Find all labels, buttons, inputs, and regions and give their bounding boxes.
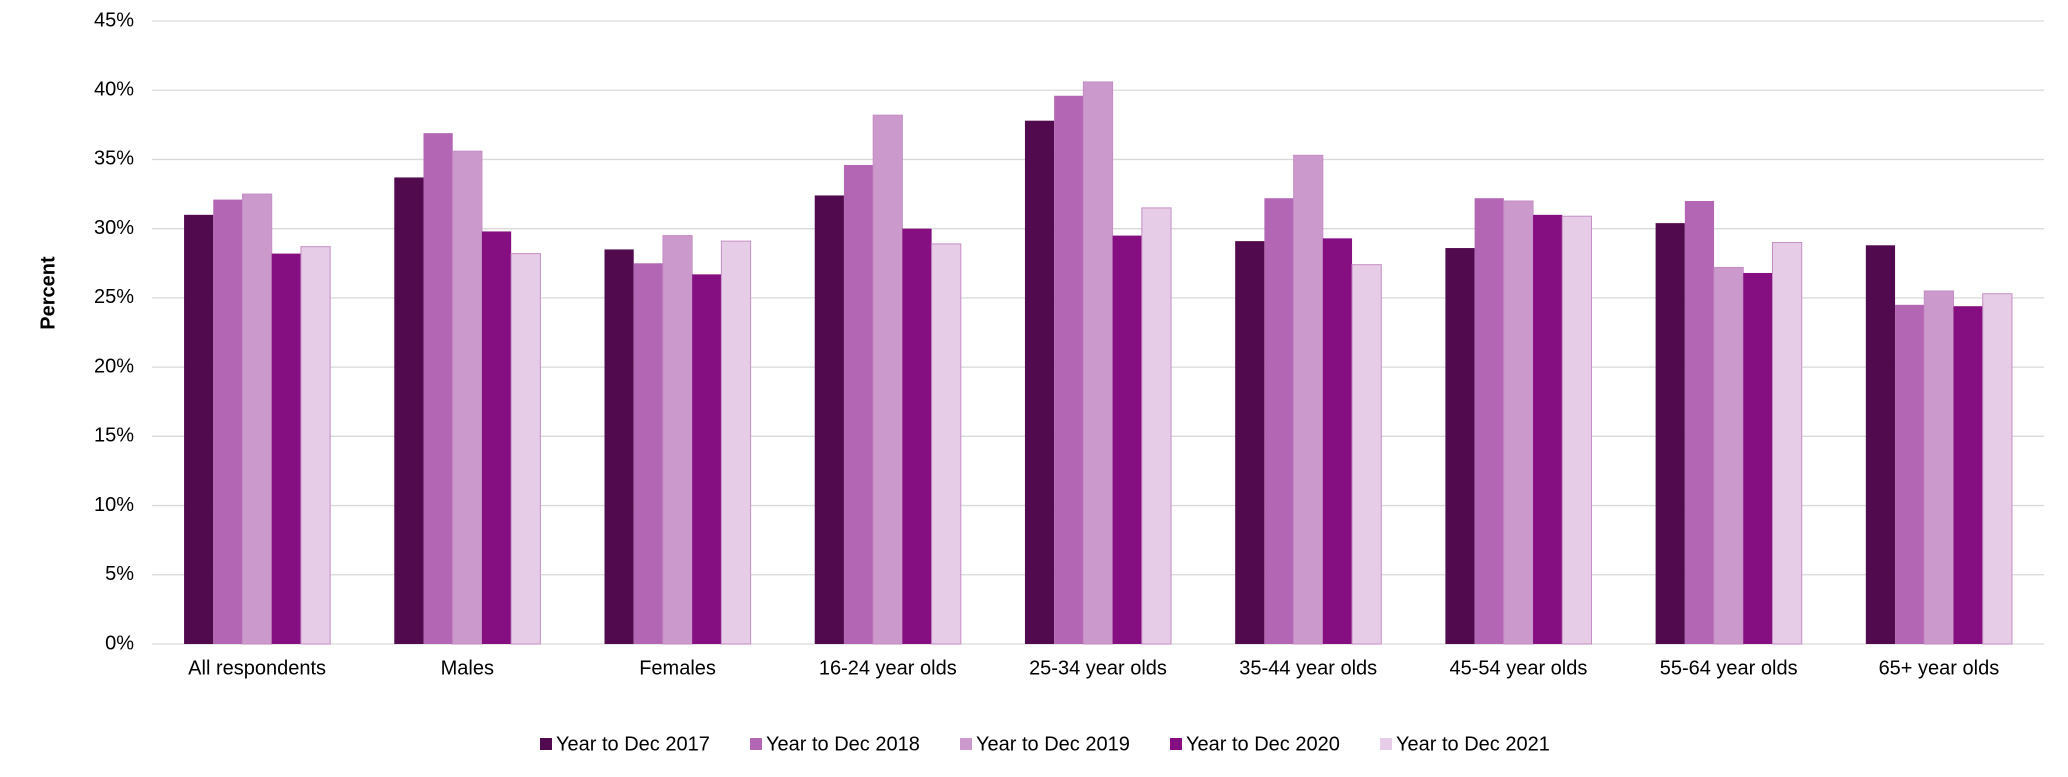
y-tick-label: 20% <box>94 355 134 377</box>
bar <box>1561 215 1592 645</box>
bar <box>1923 290 1954 645</box>
bar <box>1351 264 1382 645</box>
bar <box>692 274 722 644</box>
legend-label: Year to Dec 2019 <box>976 733 1130 755</box>
bar <box>720 240 752 645</box>
legend-label: Year to Dec 2020 <box>1186 733 1340 755</box>
bar <box>1235 241 1265 645</box>
bar <box>1474 198 1504 644</box>
bar <box>394 177 424 645</box>
bar <box>1024 120 1055 645</box>
bar <box>1655 223 1685 644</box>
legend-label: Year to Dec 2018 <box>766 733 920 755</box>
bar <box>1503 200 1534 645</box>
bar <box>662 235 693 645</box>
y-tick-label: 15% <box>94 425 134 447</box>
x-tick-label: Males <box>441 657 494 679</box>
bar <box>1953 306 1983 644</box>
bar <box>604 249 634 644</box>
bar <box>271 253 301 644</box>
x-tick-label: 45-54 year olds <box>1450 657 1588 679</box>
legend-label: Year to Dec 2021 <box>1396 733 1550 755</box>
bar <box>213 199 243 645</box>
y-tick-label: 0% <box>105 632 134 654</box>
y-tick-label: 35% <box>94 148 134 170</box>
bar <box>1895 304 1925 644</box>
bar <box>1141 207 1172 645</box>
bar <box>1264 198 1294 644</box>
legend-swatch <box>960 738 972 750</box>
bar <box>843 164 874 644</box>
bar <box>1982 293 2013 645</box>
y-tick-label: 5% <box>105 563 134 585</box>
bar <box>510 253 541 645</box>
y-tick-label: 25% <box>94 286 134 308</box>
x-tick-label: 65+ year olds <box>1879 657 2000 679</box>
y-tick-label: 45% <box>94 9 134 31</box>
bar <box>423 133 453 644</box>
legend-swatch <box>750 738 762 750</box>
bar <box>1293 154 1324 645</box>
x-tick-label: All respondents <box>188 657 326 679</box>
y-tick-label: 10% <box>94 494 134 516</box>
bar <box>1112 235 1142 645</box>
y-tick-label: 30% <box>94 217 134 239</box>
bar <box>872 114 903 645</box>
bar <box>1713 266 1744 645</box>
x-tick-label: 35-44 year olds <box>1239 657 1377 679</box>
bar <box>814 195 844 644</box>
x-tick-label: 16-24 year olds <box>819 657 957 679</box>
bar <box>242 193 273 645</box>
bar <box>481 231 512 645</box>
bar <box>1865 245 1896 644</box>
bar <box>1533 214 1563 645</box>
legend-swatch <box>540 738 552 750</box>
bar <box>902 228 932 644</box>
x-tick-label: Females <box>639 657 716 679</box>
bar <box>1743 272 1773 644</box>
bar <box>1322 238 1353 644</box>
bar <box>1771 242 1803 645</box>
bar <box>452 150 483 645</box>
x-tick-label: 25-34 year olds <box>1029 657 1167 679</box>
bar <box>1082 81 1114 645</box>
x-tick-label: 55-64 year olds <box>1660 657 1798 679</box>
y-axis-label: Percent <box>37 256 59 330</box>
bar <box>1054 95 1084 644</box>
bar <box>931 243 962 645</box>
bar <box>184 214 214 645</box>
legend-swatch <box>1170 738 1182 750</box>
legend-swatch <box>1380 738 1392 750</box>
legend-label: Year to Dec 2017 <box>556 733 710 755</box>
bar <box>1684 200 1715 644</box>
bar <box>300 246 331 645</box>
y-tick-label: 40% <box>94 79 134 101</box>
bar <box>633 263 663 644</box>
bar <box>1445 248 1475 644</box>
